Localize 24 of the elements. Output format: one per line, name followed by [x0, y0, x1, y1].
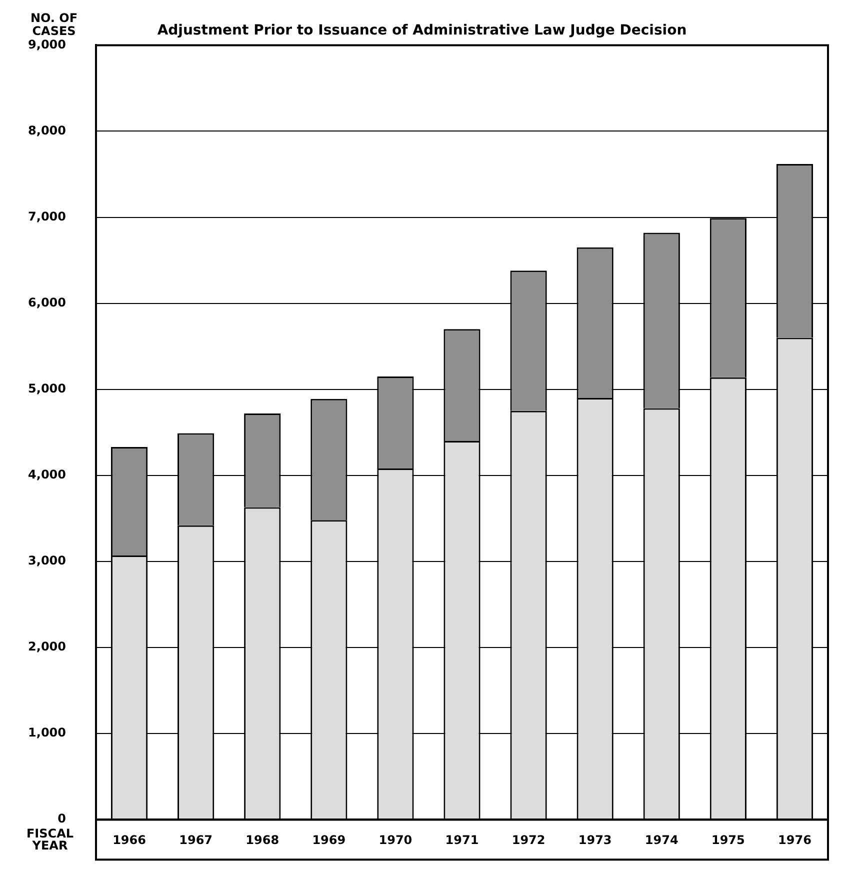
y-axis-title: NO. OF CASES — [30, 11, 78, 38]
x-axis-title: FISCAL YEAR — [26, 826, 74, 853]
y-tick-label: 5,000 — [28, 382, 66, 396]
y-tick-label: 6,000 — [28, 295, 66, 310]
y-tick-label: 8,000 — [28, 123, 66, 138]
y-tick-label: 2,000 — [28, 640, 66, 654]
x-tick-label: 1976 — [778, 832, 812, 847]
x-tick-label: 1973 — [578, 832, 612, 847]
x-tick-label: 1966 — [112, 832, 146, 847]
y-tick-label: 4,000 — [28, 468, 66, 482]
x-tick-label: 1969 — [312, 832, 346, 847]
x-tick-label: 1974 — [644, 832, 678, 847]
y-tick-label: 0 — [58, 812, 66, 826]
y-tick-label: 7,000 — [28, 209, 66, 224]
x-tick-label: 1968 — [246, 832, 280, 847]
x-tick-label: 1972 — [512, 832, 546, 847]
x-tick-label: 1970 — [378, 832, 412, 847]
x-tick-label: 1975 — [711, 832, 745, 847]
y-tick-label: 1,000 — [28, 726, 66, 740]
y-tick-label: 3,000 — [28, 554, 66, 568]
y-tick-label: 9,000 — [28, 37, 66, 52]
x-tick-label: 1971 — [445, 832, 479, 847]
x-tick-label: 1967 — [179, 832, 213, 847]
chart-title: Adjustment Prior to Issuance of Administrative Law Judge Decision — [157, 22, 687, 38]
